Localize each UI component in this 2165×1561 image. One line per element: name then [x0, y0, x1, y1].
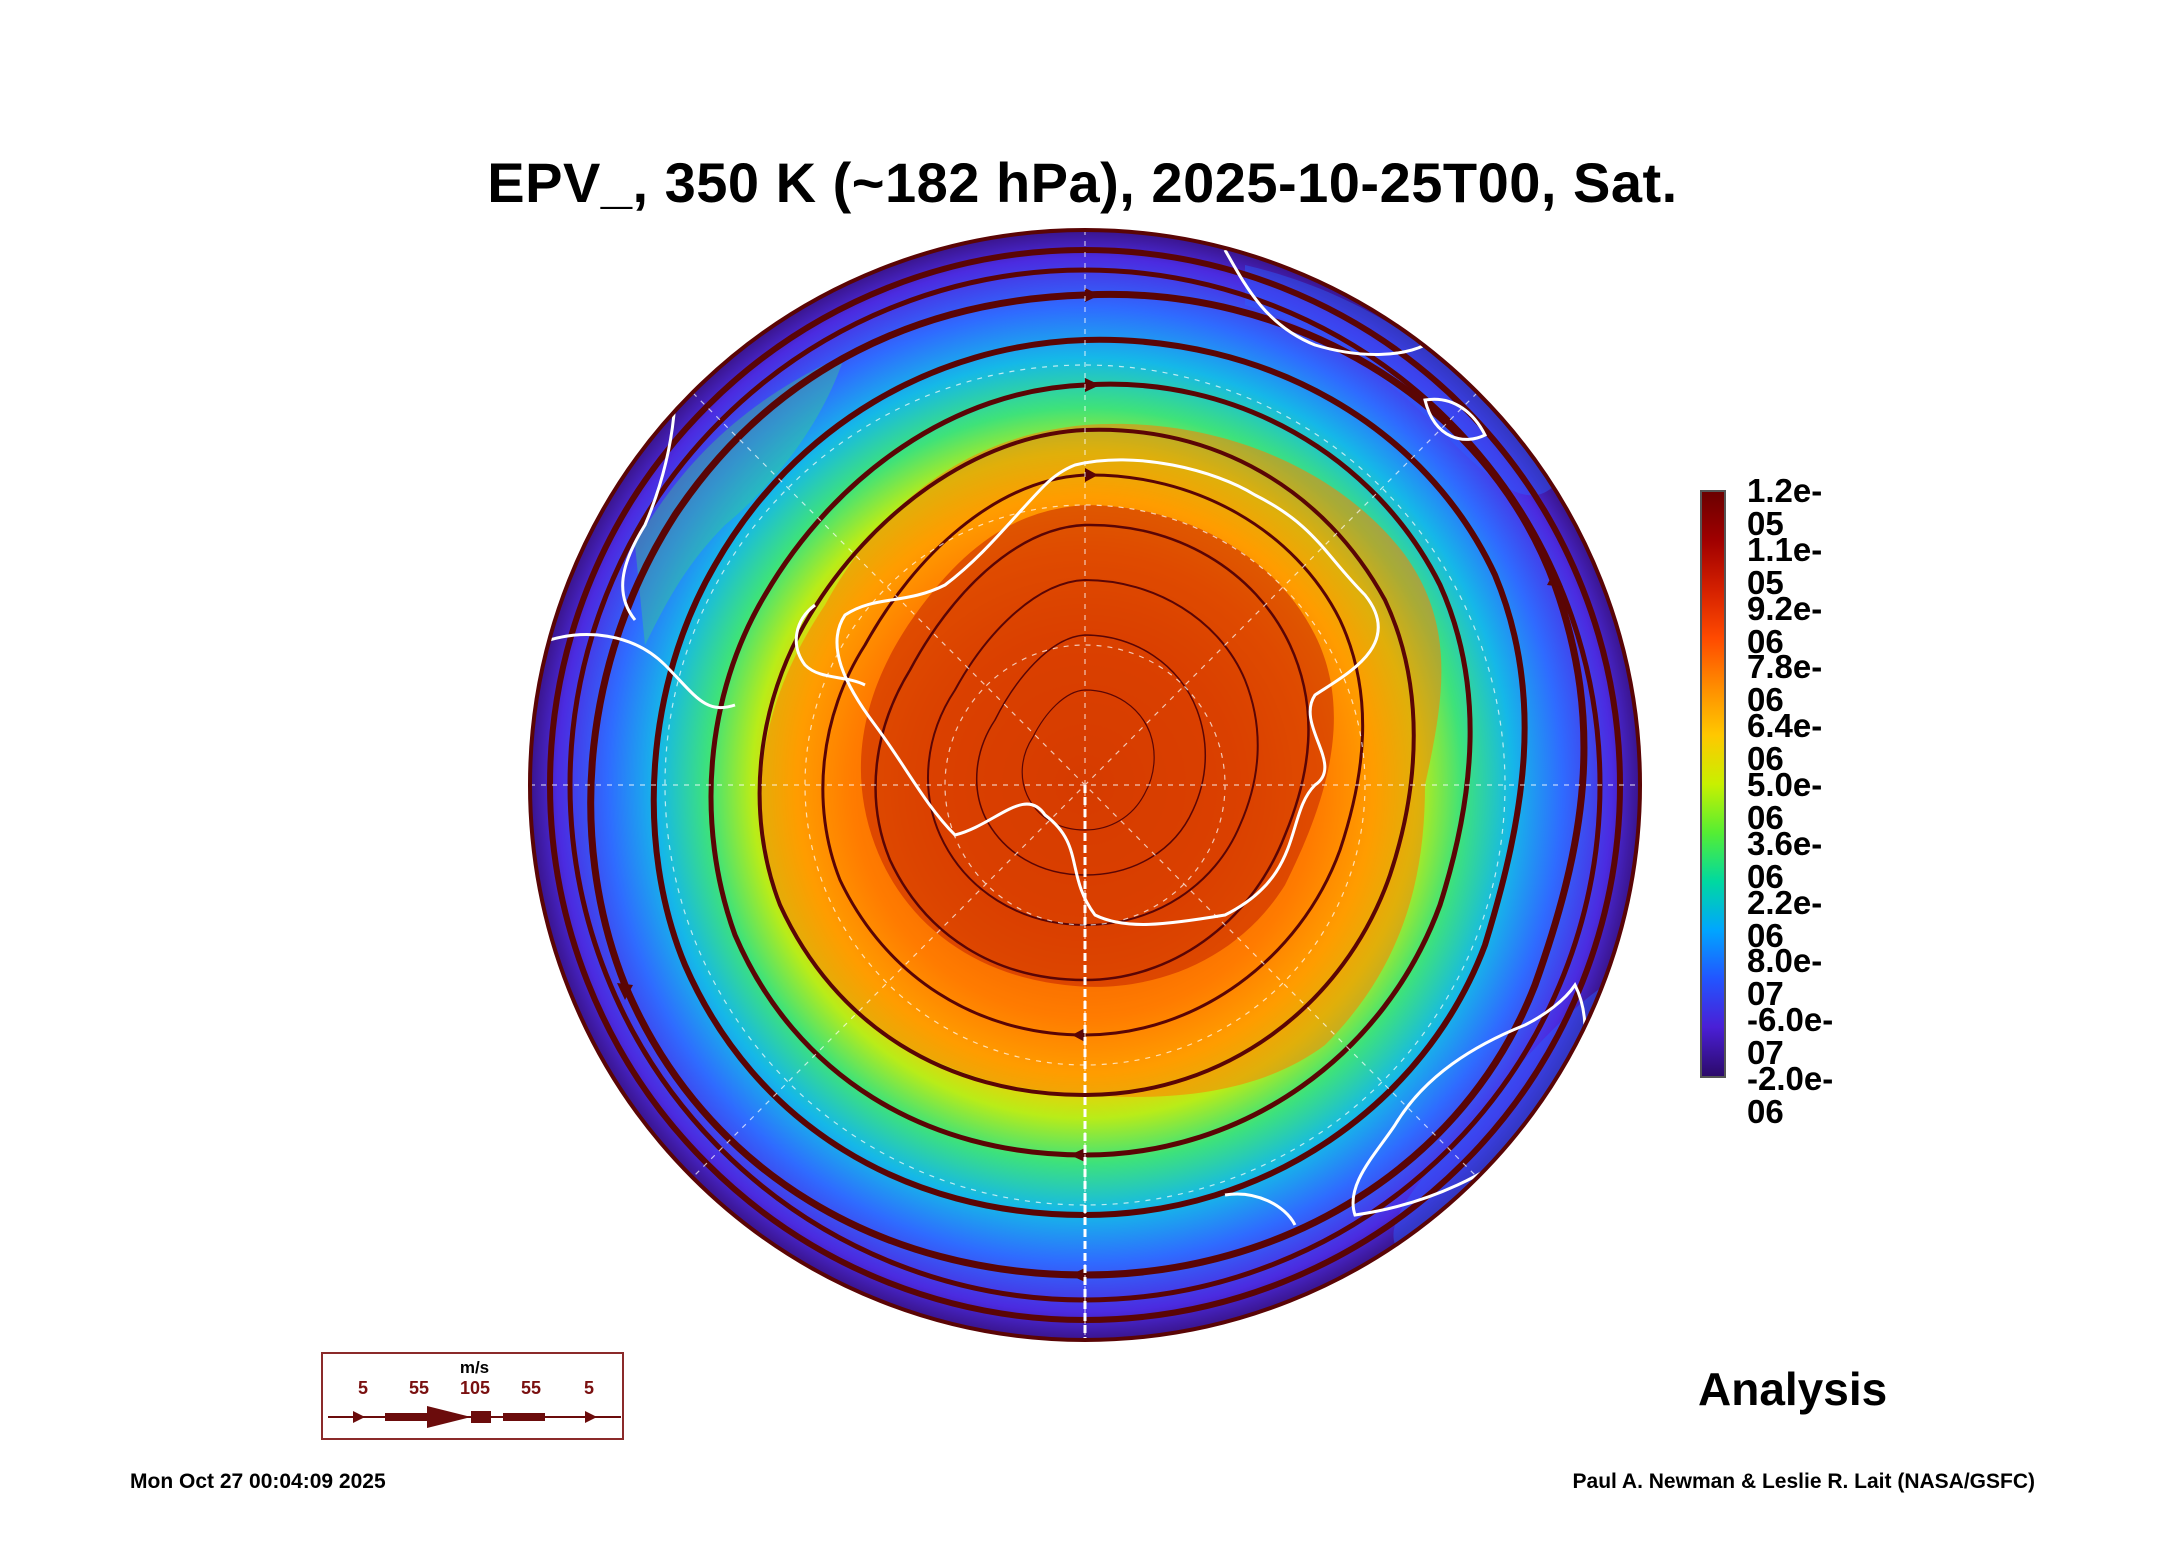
- colorbar-tick-label: 8.0e-07: [1747, 942, 1823, 1013]
- stream-arrow: [1085, 468, 1098, 482]
- stream-arrow: [1547, 570, 1563, 587]
- stream-arrow: [1070, 1268, 1085, 1282]
- chart-title: EPV_, 350 K (~182 hPa), 2025-10-25T00, S…: [487, 151, 1678, 214]
- map-border: [528, 228, 1642, 1342]
- colorbar-tick-label: 5.0e-06: [1747, 766, 1823, 836]
- streamline: [587, 290, 1588, 1279]
- timestamp: Mon Oct 27 00:04:09 2025: [130, 1470, 386, 1493]
- analysis-label: Analysis: [1698, 1363, 1888, 1415]
- colorbar-tick-label: 2.2e-06: [1747, 883, 1823, 954]
- green-band-nw: [635, 355, 845, 645]
- streamline: [1021, 689, 1155, 831]
- stream-arrow: [617, 983, 633, 1000]
- colorbar-tick-label: 1.1e-05: [1747, 530, 1823, 601]
- colorbar-tick-label: -2.0e-06: [1747, 1060, 1834, 1130]
- streamline: [757, 427, 1416, 1098]
- africa-coastline: [1223, 249, 1488, 441]
- australia-coastline: [1224, 982, 1587, 1226]
- colorbar-tick-label: 9.2e-06: [1747, 589, 1823, 660]
- vector-legend-value: 5: [583, 1378, 594, 1398]
- polar-map: [528, 228, 1642, 1342]
- stream-arrow: [1072, 1028, 1085, 1042]
- antarctica-coastline: [794, 458, 1380, 926]
- vector-legend-value: 55: [520, 1378, 542, 1398]
- grid-circle: [804, 504, 1366, 1066]
- grid-circle: [664, 364, 1506, 1206]
- vector-legend-value: 105: [459, 1378, 491, 1398]
- south-america-coastline: [534, 314, 736, 710]
- stream-arrow: [1070, 1148, 1085, 1162]
- colorbar-tick-label: -6.0e-07: [1747, 1001, 1834, 1072]
- colorbar-tick-label: 7.8e-06: [1747, 648, 1823, 719]
- stream-arrows: [617, 288, 1563, 1282]
- vector-legend-unit: m/s: [459, 1358, 490, 1377]
- colorbar-tick-label: 6.4e-06: [1747, 707, 1823, 778]
- credit: Paul A. Newman & Leslie R. Lait (NASA/GS…: [1572, 1470, 2035, 1493]
- colorbar-tick-label: 3.6e-06: [1747, 824, 1823, 895]
- colorbar-tick-label: 1.2e-05: [1747, 472, 1823, 542]
- streamline: [650, 336, 1528, 1219]
- colorbar-gradient: [1700, 490, 1726, 1078]
- vector-legend: m/s 5 55 105 55 5: [321, 1352, 624, 1440]
- stream-arrow: [1085, 288, 1100, 302]
- vector-legend-arrow: [328, 1406, 621, 1428]
- vector-legend-value: 5: [357, 1378, 368, 1398]
- vector-legend-value: 55: [408, 1378, 430, 1398]
- stream-arrow: [1085, 378, 1100, 392]
